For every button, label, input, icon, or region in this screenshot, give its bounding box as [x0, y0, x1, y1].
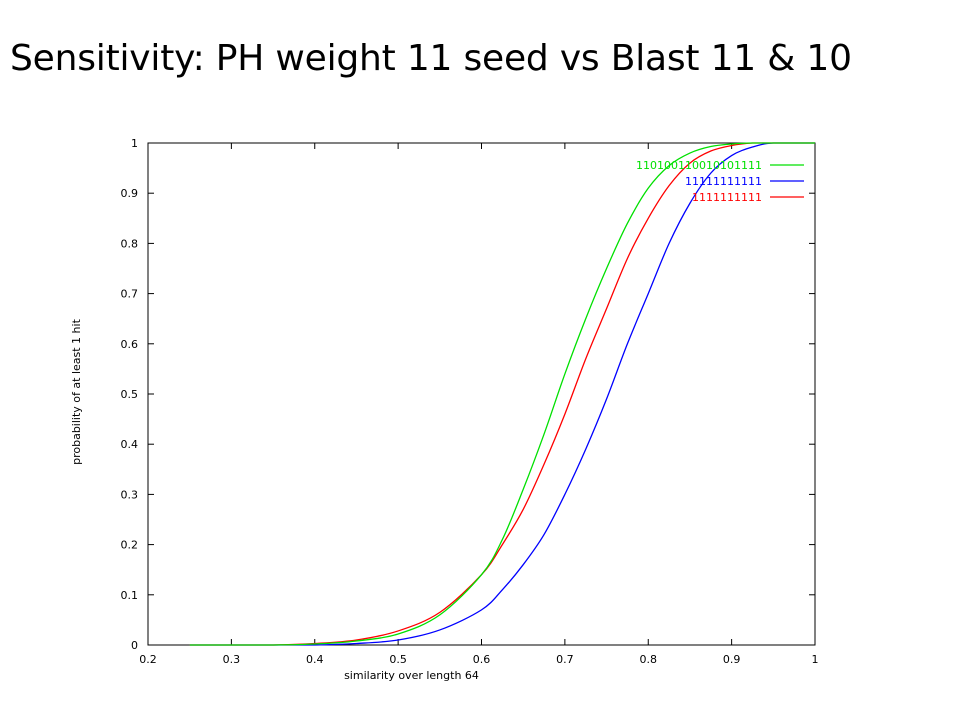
- y-tick-label: 0.3: [121, 488, 139, 501]
- x-tick-label: 0.3: [223, 653, 241, 666]
- y-tick-label: 0.8: [121, 237, 139, 250]
- x-tick-label: 0.4: [306, 653, 324, 666]
- y-tick-label: 0.5: [121, 388, 139, 401]
- y-tick-label: 1: [131, 137, 138, 150]
- series-line-2: [189, 142, 815, 646]
- x-tick-label: 1: [812, 653, 819, 666]
- y-tick-label: 0: [131, 639, 138, 652]
- y-axis-label: probability of at least 1 hit: [70, 318, 83, 464]
- x-tick-label: 0.5: [389, 653, 407, 666]
- x-axis-label: similarity over length 64: [344, 669, 479, 682]
- y-tick-label: 0.9: [121, 187, 139, 200]
- legend-label-1: 110100110010101111: [636, 159, 762, 172]
- plot-frame: [147, 142, 816, 646]
- y-tick-label: 0.2: [121, 539, 139, 552]
- legend-label-2: 11111111111: [685, 175, 762, 188]
- y-tick-label: 0.1: [121, 589, 139, 602]
- series-line-1: [189, 142, 815, 646]
- x-tick-label: 0.6: [473, 653, 491, 666]
- series-line-3: [189, 142, 815, 646]
- y-tick-label: 0.7: [121, 288, 139, 301]
- x-tick-label: 0.2: [139, 653, 157, 666]
- y-tick-label: 0.6: [121, 338, 139, 351]
- legend-label-3: 1111111111: [692, 191, 762, 204]
- x-tick-label: 0.7: [556, 653, 574, 666]
- x-tick-label: 0.9: [723, 653, 741, 666]
- slide-title: Sensitivity: PH weight 11 seed vs Blast …: [10, 38, 852, 79]
- x-tick-label: 0.8: [640, 653, 658, 666]
- y-tick-label: 0.4: [121, 438, 139, 451]
